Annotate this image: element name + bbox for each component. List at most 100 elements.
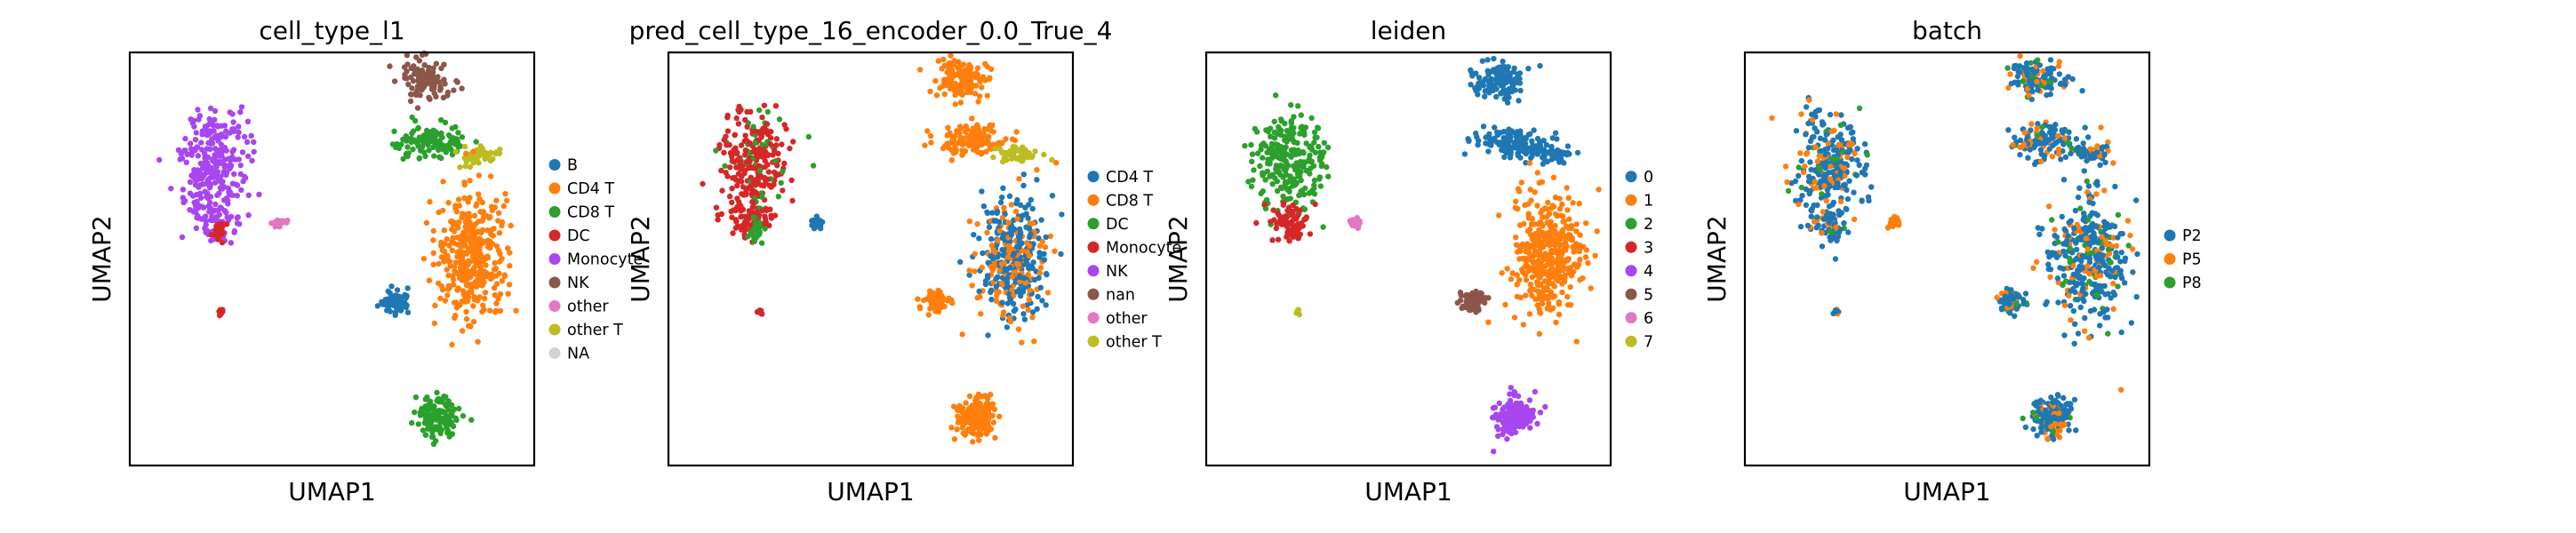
scatter-point (764, 108, 771, 115)
scatter-point (500, 203, 507, 210)
scatter-point (935, 299, 942, 306)
scatter-point (747, 155, 753, 162)
y-axis-label: UMAP2 (87, 215, 116, 303)
scatter-point (384, 307, 390, 314)
scatter-point (2101, 187, 2108, 194)
scatter-point (2086, 278, 2092, 285)
scatter-point (1494, 73, 1500, 79)
scatter-point (747, 139, 753, 147)
scatter-point (249, 157, 255, 163)
scatter-point (1805, 145, 1812, 151)
scatter-point (502, 191, 508, 197)
scatter-point (1273, 141, 1279, 147)
scatter-point (974, 65, 981, 71)
scatter-point (1009, 287, 1015, 293)
scatter-point (459, 211, 466, 217)
scatter-point (444, 89, 452, 96)
scatter-point (1032, 148, 1038, 155)
scatter-point (1257, 163, 1263, 170)
scatter-point (1486, 131, 1492, 138)
scatter-point (463, 251, 469, 257)
scatter-point (1550, 174, 1557, 180)
scatter-point (1516, 133, 1523, 139)
scatter-point (1298, 177, 1304, 184)
scatter-point (1001, 204, 1007, 211)
scatter-point (428, 131, 435, 138)
scatter-point (1851, 189, 1857, 195)
scatter-point (2063, 278, 2069, 284)
scatter-point (206, 209, 212, 215)
scatter-point (1004, 324, 1011, 330)
scatter-point (1011, 292, 1017, 298)
scatter-point (487, 307, 493, 314)
scatter-point (1042, 244, 1049, 251)
scatter-point (965, 417, 972, 423)
scatter-point (1508, 149, 1515, 155)
scatter-point (1546, 229, 1553, 235)
scatter-point (989, 210, 996, 216)
scatter-point (1260, 172, 1266, 179)
scatter-point (760, 183, 767, 189)
scatter-point (976, 76, 983, 83)
y-axis-label: UMAP2 (1164, 215, 1193, 303)
scatter-point (2096, 282, 2102, 289)
scatter-point (1823, 131, 1829, 138)
scatter-point (487, 173, 494, 179)
scatter-point (1476, 75, 1483, 81)
scatter-point (935, 290, 941, 296)
scatter-point (984, 92, 991, 99)
scatter-point (1292, 228, 1300, 235)
scatter-point (439, 397, 445, 404)
scatter-point (404, 302, 410, 308)
scatter-point (424, 410, 430, 418)
scatter-point (931, 298, 937, 305)
scatter-point (2025, 155, 2031, 161)
scatter-point (927, 88, 933, 95)
scatter-point (984, 273, 991, 279)
scatter-point (1251, 167, 1257, 173)
scatter-point (1831, 234, 1837, 240)
legend-label: 0 (1644, 169, 1653, 187)
scatter-point (476, 274, 482, 280)
scatter-point (1844, 154, 1851, 161)
scatter-point (973, 70, 980, 76)
scatter-point (752, 128, 759, 134)
scatter-point (1823, 171, 1829, 178)
scatter-point (182, 135, 188, 142)
scatter-point (2027, 147, 2033, 153)
scatter-point (940, 56, 947, 63)
scatter-point (1491, 55, 1497, 62)
scatter-point (967, 75, 973, 81)
scatter-point (460, 413, 467, 419)
scatter-point (960, 405, 966, 411)
legend-label: nan (1106, 286, 1135, 304)
scatter-point (2091, 155, 2098, 161)
legend-marker (548, 206, 561, 218)
scatter-point (2100, 252, 2106, 259)
scatter-point (1504, 99, 1511, 106)
scatter-point (1021, 316, 1028, 322)
scatter-point (1576, 201, 1582, 207)
scatter-point (2062, 82, 2068, 88)
scatter-point (190, 209, 196, 215)
scatter-point (190, 117, 197, 123)
scatter-point (988, 243, 996, 249)
scatter-point (222, 133, 229, 140)
scatter-point (412, 409, 418, 416)
scatter-point (1513, 198, 1519, 204)
scatter-point (444, 266, 450, 273)
scatter-point (196, 215, 202, 221)
scatter-point (1509, 270, 1516, 276)
scatter-point (1027, 287, 1033, 293)
scatter-point (1265, 128, 1271, 135)
scatter-point (961, 410, 967, 417)
scatter-point (1028, 263, 1034, 270)
scatter-point (412, 394, 420, 401)
scatter-point (930, 304, 936, 310)
scatter-point (1507, 391, 1513, 397)
scatter-point (471, 212, 478, 219)
scatter-point (211, 217, 217, 223)
scatter-point (1514, 293, 1521, 300)
scatter-point (1029, 309, 1036, 315)
scatter-point (974, 432, 980, 438)
